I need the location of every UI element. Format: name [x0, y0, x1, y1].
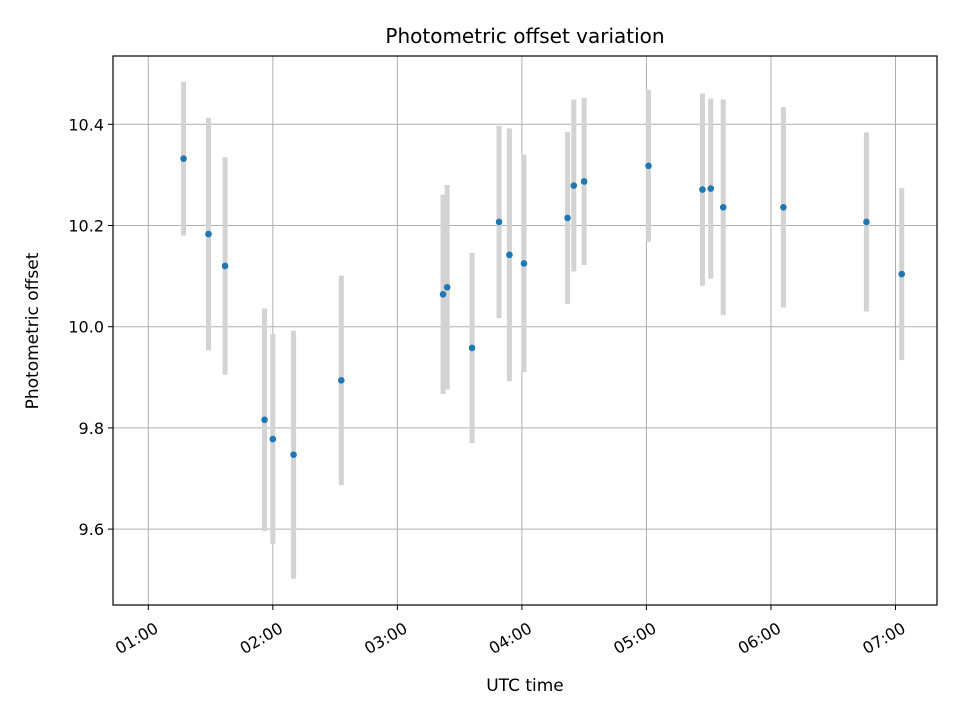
y-tick-label: 9.6: [79, 520, 104, 539]
data-point: [898, 270, 906, 278]
data-point: [443, 283, 451, 291]
data-point: [506, 251, 513, 259]
x-axis-label: UTC time: [486, 676, 564, 696]
data-point: [261, 416, 268, 424]
data-point: [290, 451, 297, 459]
data-point: [520, 260, 528, 267]
data-point: [468, 344, 476, 352]
data-point: [439, 291, 447, 298]
data-point: [699, 186, 706, 193]
data-point: [780, 203, 787, 211]
y-tick-label: 10.0: [68, 318, 104, 337]
plot-frame: [112, 55, 938, 606]
data-point: [570, 182, 578, 189]
data-points: [180, 155, 906, 459]
data-point: [645, 162, 652, 170]
data-point: [180, 155, 187, 163]
data-point: [707, 185, 715, 192]
data-point: [564, 214, 571, 222]
data-point: [338, 377, 345, 384]
data-point: [495, 218, 503, 226]
data-point: [221, 262, 229, 270]
chart-title: Photometric offset variation: [385, 24, 664, 48]
grid: [113, 56, 937, 605]
data-point: [269, 435, 277, 443]
y-axis-label: Photometric offset: [23, 252, 43, 409]
data-point: [205, 230, 212, 238]
data-point: [719, 203, 727, 211]
data-point: [863, 218, 870, 226]
y-tick-label: 9.8: [79, 419, 104, 438]
data-point: [580, 178, 588, 185]
y-axis-ticks: 9.6 9.8 10.0 10.2 10.4: [68, 115, 113, 539]
y-tick-label: 10.4: [68, 115, 104, 134]
y-tick-label: 10.2: [68, 217, 104, 236]
